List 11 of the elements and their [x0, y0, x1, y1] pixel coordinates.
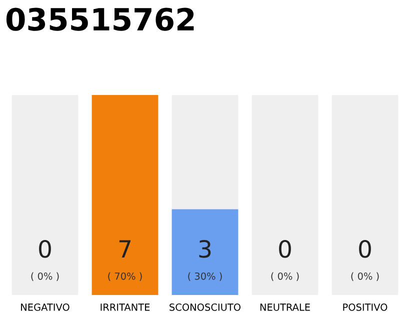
- x-tick-label: NEGATIVO: [21, 304, 70, 311]
- data-label: 3 ( 30% ): [188, 240, 222, 281]
- data-label: 0 ( 0% ): [271, 240, 299, 281]
- data-label: 0 ( 0% ): [31, 240, 59, 281]
- data-label: 7 ( 70% ): [108, 240, 142, 281]
- x-tick-label: SCONOSCIUTO: [170, 304, 240, 311]
- x-tick-label: IRRITANTE: [100, 304, 150, 311]
- data-label: 0 ( 0% ): [351, 240, 379, 281]
- x-tick-label: POSITIVO: [343, 304, 388, 311]
- chart-title: 035515762: [6, 8, 194, 31]
- x-tick-label: NEUTRALE: [260, 304, 310, 311]
